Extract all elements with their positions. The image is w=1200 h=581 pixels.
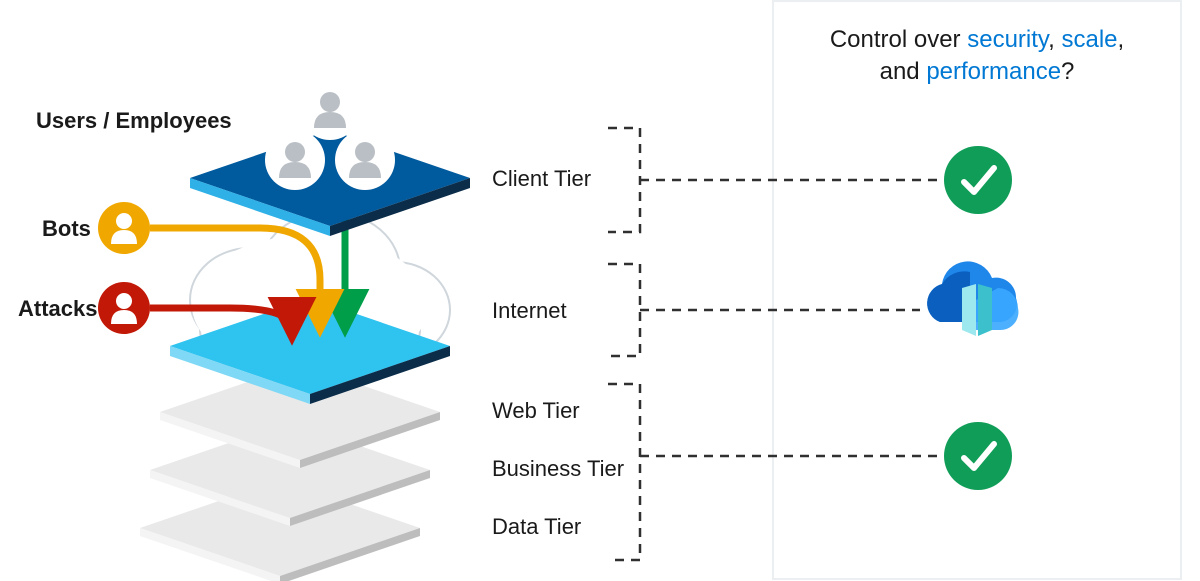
plane-client-tier (190, 130, 470, 236)
bot-actor-icon (98, 202, 150, 254)
attack-actor-icon (98, 282, 150, 334)
azure-frontdoor-icon (927, 261, 1018, 336)
diagram-scene (0, 0, 1200, 581)
bracket-lines (608, 128, 938, 560)
check-icon-top (944, 146, 1012, 214)
check-icon-bottom (944, 422, 1012, 490)
